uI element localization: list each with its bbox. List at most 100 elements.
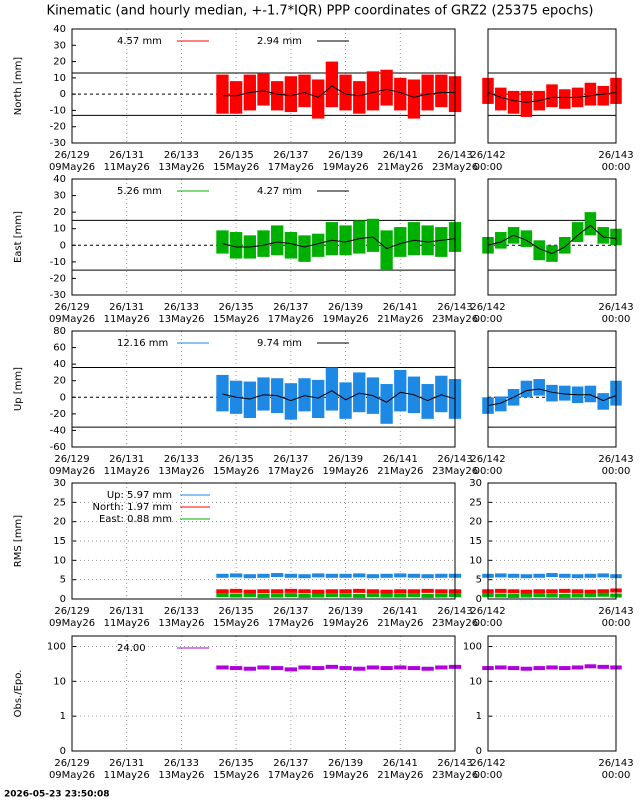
y-axis-label: Up [mm] [13,367,24,411]
y-tick-label: 25 [469,497,482,508]
error-bar [597,227,609,244]
point [559,666,571,671]
point [216,573,229,578]
x-tick-date: 15May26 [213,618,259,629]
error-bar [520,90,533,117]
error-bar [435,227,448,257]
x-tick-label: 26/143 [437,454,472,465]
plot-frame [71,178,456,296]
point [271,573,284,578]
point [435,593,448,598]
x-tick-date: 15May26 [213,314,259,325]
x-tick-label: 26/139 [328,454,363,465]
y-tick-label: -20 [50,122,66,133]
point [271,666,284,671]
point [380,666,393,671]
point [546,573,558,578]
x-tick-date: 11May26 [104,314,150,325]
y-tick-label: 1 [476,711,482,722]
legend-label: 24.00 [117,643,146,654]
x-tick-date: 21May26 [377,314,423,325]
point [435,665,448,670]
point [559,593,571,598]
y-tick-label: 20 [53,207,66,218]
plot-frame [71,482,456,600]
x-tick-label: 26/137 [273,150,308,161]
x-tick-date: 21May26 [377,466,423,477]
error-bar [520,230,533,247]
y-axis-label: RMS [mm] [13,515,24,567]
error-bar [533,240,545,261]
x-tick-label: 26/143 [437,758,472,769]
y-tick-label: 0 [476,594,482,605]
point [298,593,311,598]
error-bar [584,212,597,236]
y-tick-label: 0 [60,240,66,251]
point [257,573,270,578]
x-tick-label: 26/129 [54,302,89,313]
x-tick-label: 26/142 [470,758,505,769]
x-tick-date: 09May26 [49,618,95,629]
x-tick-date: 00:00 [474,466,503,477]
x-tick-label: 26/131 [109,758,144,769]
point [366,589,380,594]
error-bar [339,74,352,111]
point [243,593,256,598]
x-tick-label: 26/129 [54,150,89,161]
point [435,573,448,578]
y-tick-label: 0 [60,89,66,100]
point [584,589,597,594]
point [216,665,229,670]
x-tick-label: 26/137 [273,454,308,465]
point [312,573,325,578]
error-bar [325,61,339,108]
error-bar [546,384,558,402]
error-bar [435,375,448,413]
x-tick-label: 26/133 [164,606,199,617]
x-tick-label: 26/143 [598,758,633,769]
point [243,589,256,594]
plot-frame [71,635,456,752]
page-title: Kinematic (and hourly median, +-1.7*IQR)… [47,4,594,19]
point [407,666,421,671]
x-tick-label: 26/129 [54,758,89,769]
x-tick-date: 11May26 [104,162,150,173]
x-tick-date: 00:00 [474,770,503,781]
error-bar [380,230,393,271]
x-tick-label: 26/143 [598,606,633,617]
y-tick-label: 10 [53,676,66,687]
error-bar [312,233,325,257]
x-tick-date: 19May26 [323,314,369,325]
x-tick-label: 26/137 [273,302,308,313]
point [216,593,229,598]
error-bar [584,82,597,106]
plot-frame [487,178,617,296]
error-bar [353,372,366,413]
y-tick-label: 10 [53,224,66,235]
legend-label: 9.74 mm [257,338,302,349]
y-axis-label: North [mm] [13,57,24,116]
x-tick-label: 26/139 [328,302,363,313]
y-tick-label: 20 [469,517,482,528]
x-tick-label: 26/139 [328,758,363,769]
point [394,573,407,578]
x-tick-date: 17May26 [268,162,314,173]
y-tick-label: 10 [53,555,66,566]
point [353,593,366,598]
x-tick-label: 26/139 [328,606,363,617]
point [597,592,609,597]
error-bar [394,227,407,257]
point [353,573,366,578]
x-tick-date: 19May26 [323,618,369,629]
point [325,664,339,669]
point [407,593,421,598]
error-bar [298,378,311,412]
x-tick-date: 23May26 [432,162,478,173]
error-bar [495,87,507,111]
x-tick-date: 13May26 [158,466,204,477]
point [407,589,421,594]
point [271,593,284,598]
error-bar [507,90,520,114]
error-bar [284,383,298,420]
